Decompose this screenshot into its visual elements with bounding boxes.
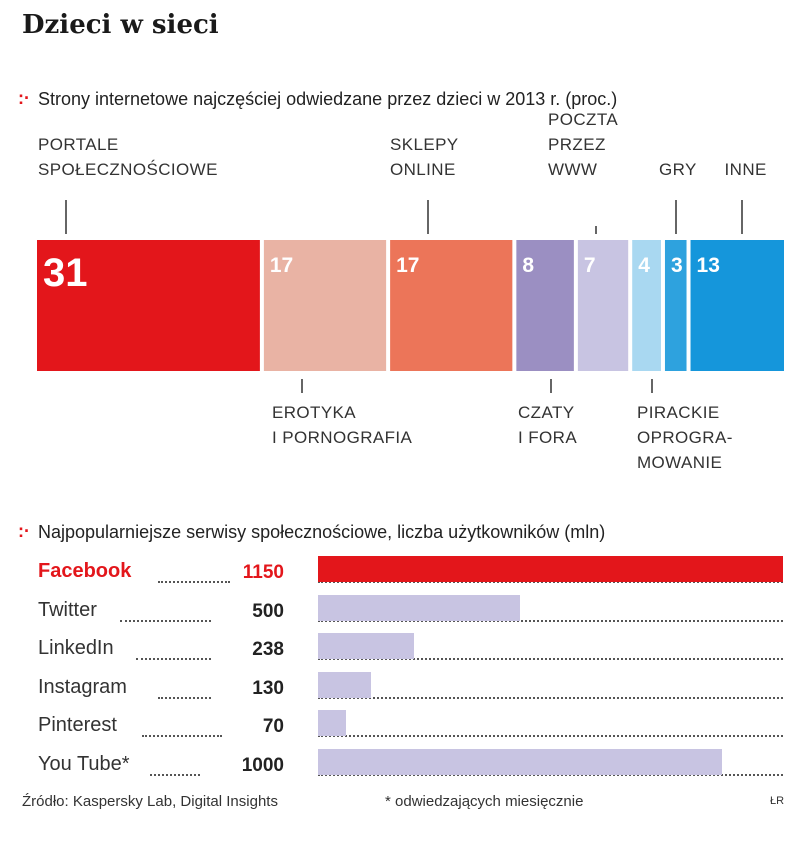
bar xyxy=(318,710,347,736)
bar xyxy=(318,671,371,698)
bar-value-label: 70 xyxy=(262,716,284,737)
stack-segment xyxy=(263,240,387,371)
stack-segment xyxy=(690,240,784,371)
bar-value-label: 130 xyxy=(252,677,284,699)
category-label: I PORNOGRAFIA xyxy=(272,428,413,447)
segment-value-label: 17 xyxy=(396,254,419,277)
bar-category-label: Instagram xyxy=(38,675,127,698)
stack-segment xyxy=(664,240,687,371)
footnote: * odwiedzających miesięcznie xyxy=(385,793,584,810)
category-label: PIRACKIE xyxy=(637,403,720,422)
category-label: I FORA xyxy=(518,428,577,447)
dot-leader xyxy=(150,773,200,776)
bar-track xyxy=(318,619,783,622)
segment-value-label: 31 xyxy=(43,251,88,295)
segment-value-label: 7 xyxy=(584,254,596,277)
bar xyxy=(318,594,521,621)
bar-value-label: 238 xyxy=(252,639,284,660)
section-marker-icon: :· xyxy=(18,88,30,108)
stack-segment xyxy=(516,240,574,371)
section-marker-icon: :· xyxy=(18,521,30,541)
bar-value-label: 1150 xyxy=(242,562,284,583)
dot-leader xyxy=(136,658,211,660)
chart-title: Dzieci w sieci xyxy=(22,10,219,40)
bar-value-label: 500 xyxy=(252,600,284,622)
dot-leader xyxy=(158,581,230,583)
bar-track xyxy=(318,581,783,583)
bar xyxy=(318,556,783,582)
category-label: POCZTA xyxy=(548,110,618,129)
segment-value-label: 17 xyxy=(270,254,293,277)
bar xyxy=(318,748,723,775)
bar-track xyxy=(318,658,783,660)
category-label: OPROGRA- xyxy=(637,428,733,447)
category-label: SPOŁECZNOŚCIOWE xyxy=(38,160,218,179)
segment-value-label: 4 xyxy=(638,254,650,277)
section2-subtitle: Najpopularniejsze serwisy społecznościow… xyxy=(38,522,606,542)
category-label: GRY xyxy=(659,160,697,179)
bar-category-label: Twitter xyxy=(38,598,97,621)
bar-category-label: You Tube* xyxy=(38,752,130,775)
source-note: Źródło: Kaspersky Lab, Digital Insights xyxy=(22,793,278,810)
section1-subtitle: Strony internetowe najczęściej odwiedzan… xyxy=(38,89,618,109)
category-label: SKLEPY xyxy=(390,135,459,154)
credit: ŁR xyxy=(770,795,785,807)
dot-leader xyxy=(120,619,211,622)
category-label: EROTYKA xyxy=(272,403,356,422)
category-label: MOWANIE xyxy=(637,453,722,472)
bar-track xyxy=(318,735,783,737)
dot-leader xyxy=(142,735,222,737)
category-label: WWW xyxy=(548,160,597,179)
segment-value-label: 13 xyxy=(697,254,720,277)
stack-segment xyxy=(37,240,260,371)
bar-category-label: Pinterest xyxy=(38,714,117,736)
stacked-bar-chart: 31 PORTALE SPOŁECZNOŚCIOWE 17 EROTYKA I PORNO… xyxy=(37,110,784,472)
category-label: ONLINE xyxy=(390,160,456,179)
dot-leader xyxy=(158,696,211,699)
bar-value-label: 1000 xyxy=(241,754,284,776)
stack-segment xyxy=(390,240,513,371)
bar-track xyxy=(318,773,783,776)
category-label: PRZEZ xyxy=(548,135,606,154)
segment-value-label: 8 xyxy=(522,254,534,277)
bar-track xyxy=(318,696,783,699)
category-label: INNE xyxy=(725,160,767,179)
bar xyxy=(318,633,415,659)
bar-category-label: LinkedIn xyxy=(38,637,114,659)
category-label: PORTALE xyxy=(38,135,119,154)
stack-segment xyxy=(577,240,629,371)
stack-segment xyxy=(632,240,661,371)
bar-category-label: Facebook xyxy=(38,560,132,582)
category-label: CZATY xyxy=(518,403,574,422)
segment-value-label: 3 xyxy=(671,254,683,277)
